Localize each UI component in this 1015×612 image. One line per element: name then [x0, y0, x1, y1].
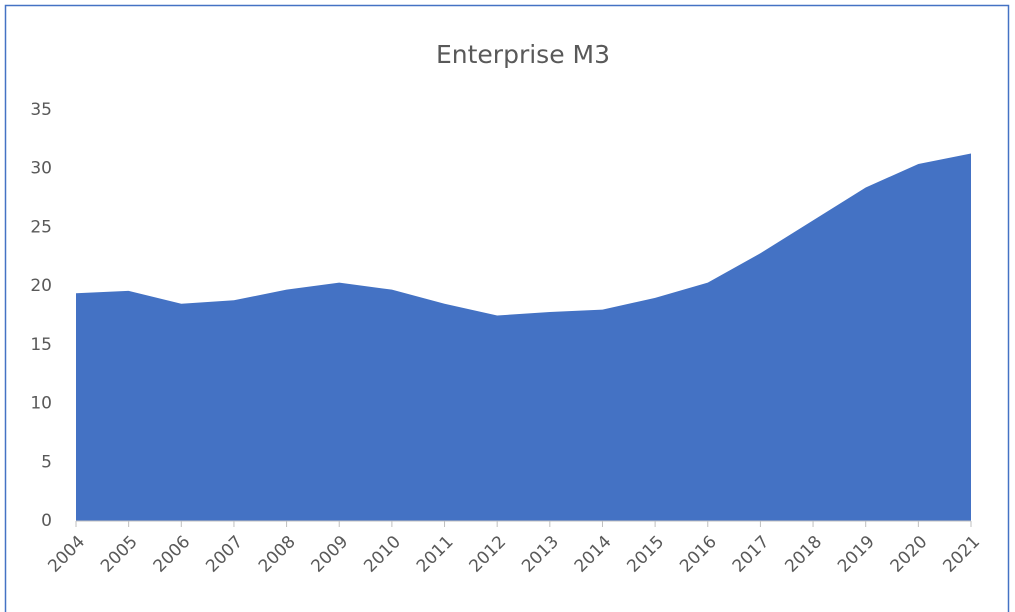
y-tick-label: 25 — [30, 217, 52, 237]
y-tick-label: 30 — [30, 159, 52, 179]
y-tick-label: 35 — [30, 100, 52, 120]
chart-title: Enterprise M3 — [436, 40, 610, 69]
y-tick-label: 15 — [30, 335, 52, 355]
y-tick-label: 0 — [41, 511, 52, 531]
y-tick-label: 20 — [30, 276, 52, 296]
y-tick-label: 10 — [30, 394, 52, 414]
y-tick-label: 5 — [41, 452, 52, 472]
area — [76, 153, 971, 521]
